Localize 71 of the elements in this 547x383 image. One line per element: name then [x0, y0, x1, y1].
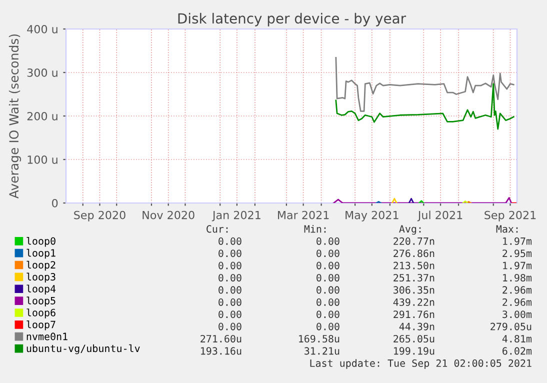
text: Max: [496, 225, 518, 233]
x-tick-label: Sep 2020 [74, 210, 126, 222]
text: 6.02m [502, 347, 532, 355]
text: 213.50n [394, 262, 434, 270]
y-tick-label: 0 [52, 198, 58, 208]
text: 1.97m [503, 262, 532, 270]
legend-label: nvme0n1 [26, 332, 68, 340]
y-tick-label: 400 u [27, 24, 58, 34]
text: 251.37n [394, 274, 434, 282]
text: 0.00 [218, 286, 242, 294]
text: Cur: [206, 225, 228, 233]
text: 0.00 [218, 310, 242, 318]
text: 271.60u [200, 334, 242, 343]
chart-title: Disk latency per device - by year [178, 12, 406, 26]
text: 2.96m [502, 286, 532, 294]
y-tick-label: 200 u [27, 112, 58, 120]
legend-label: loop5 [26, 296, 56, 306]
text: 1.98m [503, 274, 532, 282]
legend-label: ubuntu-vg/ubuntu-lv [26, 344, 140, 354]
legend-label: loop3 [26, 272, 56, 283]
x-tick-label: Mar 2021 [278, 210, 329, 220]
legend-label: loop2 [26, 260, 56, 271]
text: 2.95m [502, 250, 532, 258]
text: 0.00 [316, 322, 340, 330]
text: 276.86n [394, 250, 434, 258]
y-tick-label: 100 u [28, 155, 58, 164]
legend-label: loop7 [26, 320, 56, 330]
text: 0.00 [218, 274, 242, 282]
legend-label: loop6 [26, 308, 56, 318]
x-tick-label: May 2021 [346, 210, 398, 222]
text: 0.00 [218, 322, 242, 330]
legend-label: loop1 [26, 248, 56, 259]
text: 193.16u [201, 347, 242, 355]
text: 2.96m [502, 298, 532, 306]
x-tick-label: Sep 2021 [484, 210, 536, 222]
x-tick-label: Jan 2021 [212, 210, 260, 222]
text: 1.97m [503, 237, 532, 245]
text: 306.35n [394, 286, 434, 294]
text: 279.05u [490, 322, 532, 330]
x-tick-label: Jul 2021 [417, 210, 462, 222]
y-tick-label: 300 u [27, 68, 58, 77]
text: 31.21u [304, 347, 340, 355]
text: 0.00 [316, 310, 340, 318]
text: 265.05u [394, 334, 434, 343]
text: 0.00 [218, 237, 242, 245]
text: 0.00 [316, 262, 340, 270]
text: 0.00 [316, 286, 340, 294]
legend-label: loop0 [26, 237, 56, 247]
text: 4.81m [502, 334, 532, 343]
line-series [335, 83, 514, 130]
text: 0.00 [218, 262, 242, 270]
text: 169.58u [299, 334, 340, 343]
text: 44.39n [399, 322, 434, 330]
text: 439.22n [393, 298, 434, 306]
text: 199.19u [394, 347, 434, 355]
text: 0.00 [316, 250, 340, 258]
x-tick-label: Nov 2020 [142, 210, 194, 220]
legend-label: loop4 [26, 284, 56, 294]
text: 0.00 [218, 250, 242, 258]
text: Last update: Tue Sep 21 02:00:05 2021 [310, 359, 532, 369]
y-axis-title: Average IO Wait (seconds) [8, 34, 22, 199]
text: 291.76n [394, 310, 434, 318]
text: 0.00 [316, 237, 340, 245]
text: 0.00 [316, 298, 340, 306]
text: 0.00 [316, 274, 340, 282]
text: 3.00m [502, 310, 532, 318]
text: Min: [304, 224, 326, 233]
text: Avg: [399, 225, 421, 235]
text: 220.77n [394, 237, 434, 245]
line-series [335, 57, 514, 112]
text: 0.00 [218, 298, 242, 306]
